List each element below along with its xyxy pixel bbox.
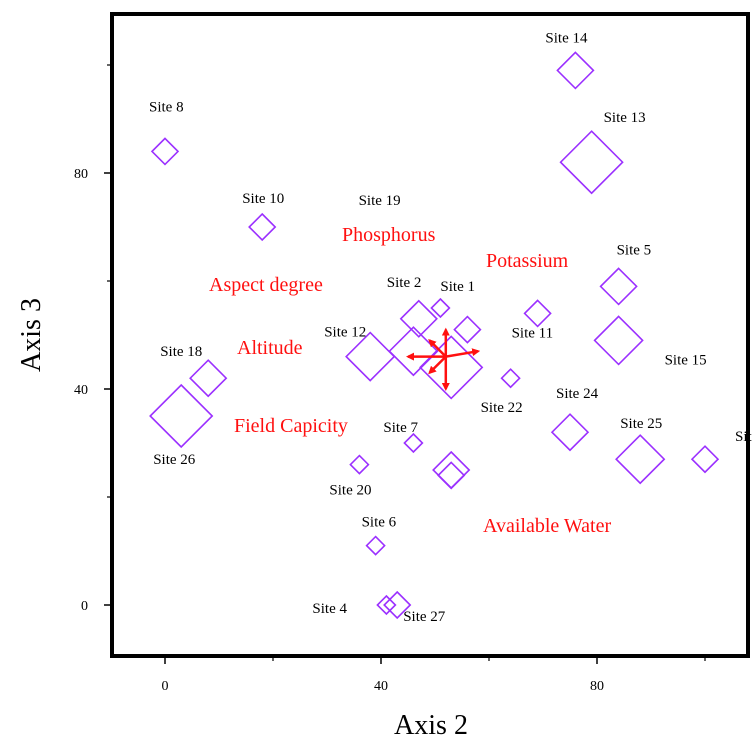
site-marker-unlabeled — [388, 326, 439, 377]
site-marker — [345, 331, 396, 382]
text-labels: Site 14 Site 8 Site 13 Site 10 Site 19 Site 5… — [149, 30, 752, 625]
site-marker — [365, 535, 386, 556]
site-label: Site 8 — [149, 99, 184, 115]
site-label: Site 5 — [617, 242, 652, 258]
site-label: Site 20 — [329, 483, 371, 499]
site-marker — [690, 445, 720, 474]
site-marker — [149, 383, 214, 449]
site-marker — [615, 434, 666, 485]
site-label: Site 7 — [383, 420, 418, 436]
x-tick-label: 40 — [374, 679, 388, 694]
y-tick-label: 40 — [74, 383, 88, 398]
site-label: Site 1 — [440, 279, 475, 295]
site-label: Site 12 — [324, 325, 366, 341]
site-marker — [556, 51, 595, 90]
site-marker — [383, 590, 412, 620]
site-markers — [149, 51, 720, 620]
y-axis-title: Axis 3 — [16, 298, 47, 372]
site-marker-unlabeled — [437, 461, 466, 490]
vector-label: Potassium — [486, 250, 569, 272]
axis-ticks: 0 40 80 0 40 80 — [74, 64, 706, 694]
site-label: Site 24 — [556, 386, 599, 402]
site-label: Site 27 — [403, 609, 446, 625]
site-label: Site 4 — [312, 601, 347, 617]
site-marker — [559, 130, 624, 195]
site-label: Site 3 — [735, 429, 752, 445]
environment-vectors — [406, 327, 481, 391]
site-marker — [248, 212, 277, 242]
x-tick-label: 0 — [162, 679, 169, 694]
site-label: Site 22 — [481, 400, 523, 416]
vector-arrow — [428, 338, 447, 358]
site-label: Site 6 — [362, 515, 397, 531]
vector-arrow — [445, 348, 481, 358]
site-label: Site 19 — [359, 193, 401, 209]
site-marker — [349, 454, 370, 475]
site-label: Site 18 — [160, 344, 202, 360]
site-marker — [523, 299, 552, 328]
vector-label: Aspect degree — [209, 274, 323, 296]
site-label: Site 13 — [604, 110, 646, 126]
site-label: Site 25 — [620, 416, 662, 432]
site-marker-unlabeled — [419, 335, 484, 400]
vector-label: Available Water — [483, 515, 611, 537]
site-marker — [593, 315, 644, 366]
site-marker — [430, 297, 451, 319]
site-marker — [189, 359, 228, 398]
site-label: Site 14 — [545, 30, 588, 46]
vector-arrow — [428, 355, 447, 375]
site-label: Site 10 — [242, 191, 284, 207]
site-label: Site 2 — [387, 275, 422, 291]
x-tick-label: 80 — [590, 679, 604, 694]
vector-label: Phosphorus — [342, 224, 436, 246]
site-marker — [550, 413, 590, 452]
site-marker-unlabeled — [432, 450, 471, 490]
site-marker — [376, 594, 397, 616]
y-tick-label: 0 — [81, 599, 88, 614]
site-label: Site 15 — [665, 352, 707, 368]
site-marker — [599, 267, 638, 306]
site-marker — [500, 368, 521, 389]
y-tick-label: 80 — [74, 167, 88, 182]
site-label: Site 26 — [153, 452, 196, 468]
site-label: Site 11 — [512, 325, 554, 341]
site-marker-unlabeled — [453, 315, 482, 344]
site-marker — [403, 432, 424, 454]
x-axis-title: Axis 2 — [394, 710, 468, 741]
vector-label: Field Capicity — [234, 415, 348, 437]
plot-frame — [110, 12, 750, 658]
site-marker — [150, 137, 180, 166]
site-marker — [399, 299, 438, 338]
vector-label: Altitude — [237, 337, 303, 359]
